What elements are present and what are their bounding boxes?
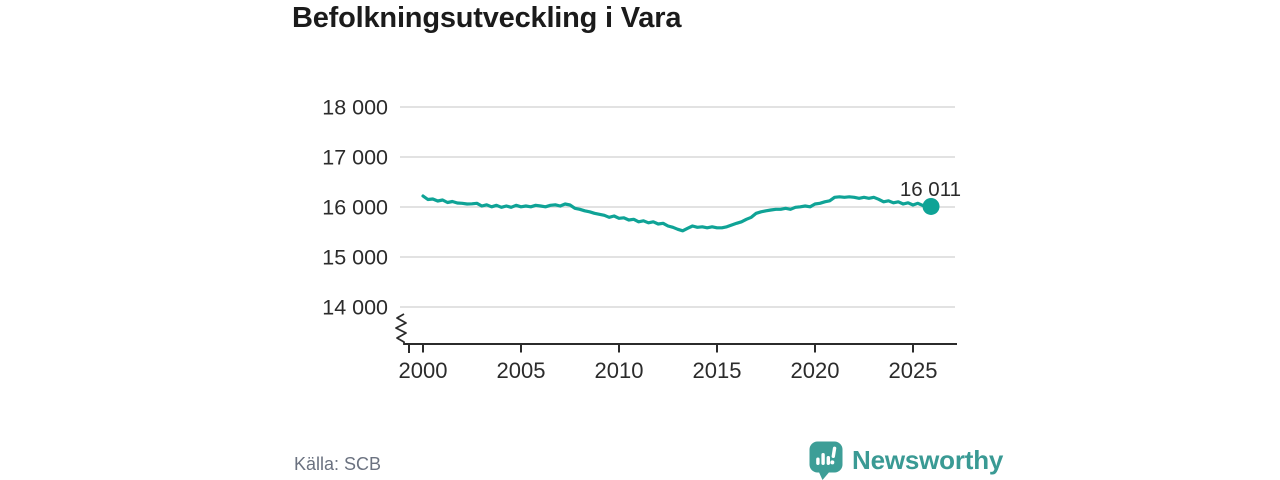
y-tick-label-16000: 16 000 xyxy=(322,196,388,220)
y-tick-label-15000: 15 000 xyxy=(322,246,388,270)
x-axis-labels: 2000 2005 2010 2015 2020 2025 xyxy=(399,358,938,383)
y-axis-labels: 14 000 15 000 16 000 17 000 18 000 xyxy=(322,96,388,320)
x-tick-label-2020: 2020 xyxy=(791,358,840,383)
axis-break-squiggle xyxy=(395,313,407,345)
newsworthy-logo: Newsworthy xyxy=(808,440,1003,480)
x-tick-label-2010: 2010 xyxy=(595,358,644,383)
last-value-label: 16 011 xyxy=(900,178,961,201)
source-label: Källa: SCB xyxy=(294,454,382,474)
x-tick-label-2025: 2025 xyxy=(889,358,938,383)
x-tick-label-2000: 2000 xyxy=(399,358,448,383)
last-point-marker xyxy=(922,197,940,215)
x-axis xyxy=(404,343,957,353)
x-tick-label-2005: 2005 xyxy=(497,358,546,383)
x-tick-label-2015: 2015 xyxy=(693,358,742,383)
brand-name: Newsworthy xyxy=(852,445,1004,475)
population-line-series xyxy=(421,194,933,233)
y-tick-label-17000: 17 000 xyxy=(322,146,388,170)
chart-title: Befolkningsutveckling i Vara xyxy=(292,2,682,34)
newsworthy-speech-bubble-chart-icon xyxy=(809,441,843,480)
y-tick-label-14000: 14 000 xyxy=(322,296,388,320)
y-tick-label-18000: 18 000 xyxy=(322,96,388,120)
